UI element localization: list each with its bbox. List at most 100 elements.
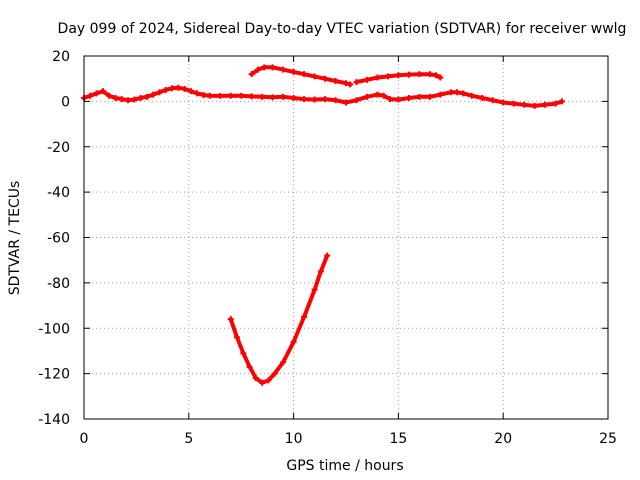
data-point <box>510 100 517 107</box>
data-point <box>150 91 157 98</box>
data-point <box>317 268 324 275</box>
data-point <box>311 96 318 103</box>
data-point <box>280 66 287 73</box>
data-point <box>380 92 387 99</box>
x-tick-label: 0 <box>80 431 89 447</box>
axis-ticks <box>83 55 609 420</box>
y-tick-label: -60 <box>47 231 70 247</box>
y-tick-label: -80 <box>47 276 70 292</box>
data-point <box>353 97 360 104</box>
data-point <box>324 252 331 259</box>
data-point <box>416 71 423 78</box>
y-tick-label: -140 <box>38 412 70 428</box>
data-point <box>395 72 402 79</box>
data-point <box>106 92 113 99</box>
data-point <box>187 88 194 95</box>
data-point <box>143 93 150 100</box>
data-point <box>227 92 234 99</box>
data-point <box>332 97 339 104</box>
axis-tick-labels: 0 5 10 15 20 25 -140 -120 -100 -80 -60 -40 -20 0 20 <box>38 49 617 447</box>
data-point <box>542 101 549 108</box>
data-point <box>426 93 433 100</box>
data-point <box>437 91 444 98</box>
chart-title: Day 099 of 2024, Sidereal Day-to-day VTE… <box>58 21 627 37</box>
data-point <box>468 92 475 99</box>
data-point <box>265 377 272 384</box>
data-point <box>353 79 360 86</box>
data-point <box>343 99 349 106</box>
y-tick-label: -20 <box>47 140 70 156</box>
data-point <box>254 66 261 73</box>
y-tick-label: -120 <box>38 367 70 383</box>
data-point <box>395 96 402 103</box>
data-point <box>363 76 370 83</box>
data-point <box>156 89 163 96</box>
y-axis-label: SDTVAR / TECUs <box>7 181 23 296</box>
data-point <box>131 96 138 103</box>
data-point <box>248 93 255 100</box>
data-point <box>290 338 297 345</box>
data-point <box>280 359 287 366</box>
data-point <box>280 93 287 100</box>
data-point <box>93 90 100 97</box>
data-point <box>217 92 224 99</box>
data-point <box>343 80 349 87</box>
data-point <box>194 90 201 97</box>
data-point <box>332 77 339 84</box>
data-point <box>433 72 440 79</box>
data-point <box>269 94 276 101</box>
data-point <box>374 91 381 98</box>
data-point <box>301 313 308 320</box>
data-point <box>301 96 308 103</box>
data-point <box>301 71 308 78</box>
data-point <box>227 316 234 323</box>
data-point <box>552 100 559 107</box>
data-point <box>248 71 255 78</box>
data-point <box>206 92 213 99</box>
x-tick-label: 5 <box>184 431 193 447</box>
y-tick-label: -100 <box>38 321 70 337</box>
data-point <box>259 93 266 100</box>
x-tick-label: 15 <box>389 431 407 447</box>
data-point <box>200 92 207 99</box>
data-point <box>405 71 412 78</box>
data-point <box>531 102 538 109</box>
data-point <box>169 85 176 92</box>
data-point <box>387 96 394 103</box>
x-axis-label: GPS time / hours <box>286 458 403 474</box>
data-point <box>405 94 412 101</box>
data-point <box>87 92 94 99</box>
data-point <box>112 94 119 101</box>
data-point <box>416 93 423 100</box>
x-tick-label: 25 <box>599 431 617 447</box>
data-point <box>234 334 241 341</box>
data-point <box>261 64 268 71</box>
data-point <box>558 98 565 105</box>
data-point <box>347 81 354 88</box>
data-point <box>311 73 318 80</box>
data-point <box>447 89 454 96</box>
data-point <box>137 94 144 101</box>
data-point <box>521 101 528 108</box>
data-point <box>125 97 132 104</box>
series-upper-arc-2 <box>354 72 443 85</box>
y-tick-label: -40 <box>47 185 70 201</box>
data-point <box>489 97 496 104</box>
data-point <box>426 71 433 78</box>
data-point <box>240 350 247 357</box>
data-point <box>259 379 266 386</box>
data-point <box>322 75 329 82</box>
data-point <box>118 96 125 103</box>
data-point <box>99 88 106 95</box>
data-point <box>460 90 467 97</box>
series-main-trace <box>82 85 564 108</box>
data-point <box>246 363 253 370</box>
grid <box>84 56 608 419</box>
data-point <box>175 84 182 91</box>
x-tick-label: 10 <box>285 431 303 447</box>
y-tick-label: 0 <box>61 94 70 110</box>
data-point <box>181 85 188 92</box>
data-point <box>290 68 297 75</box>
data-series <box>81 64 565 386</box>
